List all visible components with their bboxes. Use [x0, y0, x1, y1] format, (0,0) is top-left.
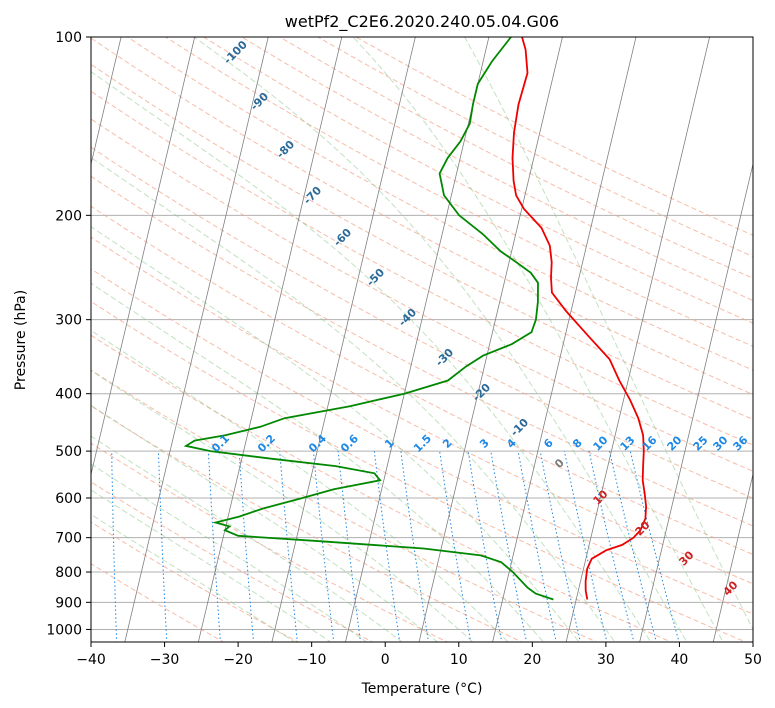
isotherm	[418, 37, 563, 642]
y-tick-label: 200	[55, 208, 82, 224]
dry-adiabat	[91, 481, 374, 642]
dry-adiabat	[202, 37, 753, 324]
dry-adiabat	[91, 369, 598, 642]
isotherm	[271, 37, 416, 642]
temperature-line	[511, 37, 648, 600]
mixing-ratio-line	[312, 451, 335, 642]
moist-adiabat	[91, 369, 474, 642]
dry-adiabat	[91, 63, 753, 421]
y-tick-label: 400	[55, 387, 82, 403]
mixing-ratio-line	[337, 451, 362, 642]
isotherm	[492, 37, 637, 642]
dry-adiabat	[278, 37, 753, 279]
y-tick-label: 300	[55, 313, 82, 329]
x-axis: −40 −30 −20 −10 0 10 20 30 40 50	[76, 642, 762, 668]
isotherm	[565, 37, 710, 642]
y-tick-label: 900	[55, 595, 82, 611]
y-tick-label: 100	[55, 30, 82, 46]
dry-adiabat	[91, 175, 753, 527]
dry-adiabat	[91, 37, 753, 396]
background-lines	[91, 37, 753, 642]
x-tick-label: −30	[150, 652, 180, 668]
isotherm	[91, 37, 196, 477]
profile-lines	[183, 37, 648, 601]
mixing-ratio-line	[563, 451, 608, 642]
dry-adiabat	[91, 521, 300, 642]
x-tick-label: −10	[297, 652, 327, 668]
dry-adiabat	[91, 236, 753, 585]
dry-adiabat	[91, 268, 753, 615]
y-tick-label: 1000	[46, 622, 82, 638]
mixing-ratio-line	[609, 450, 657, 642]
mixing-ratio-line	[439, 451, 472, 642]
y-tick-label: 500	[55, 444, 82, 460]
x-tick-label: 50	[744, 652, 762, 668]
y-tick-label: 700	[55, 531, 82, 547]
mixing-ratio-line	[517, 451, 557, 642]
plot-frame	[90, 36, 754, 643]
x-axis-label: Temperature (°C)	[361, 681, 483, 697]
mixing-ratio-line	[279, 451, 298, 642]
mixing-ratio-line	[373, 451, 401, 642]
moist-adiabat	[91, 226, 580, 642]
moist-adiabat	[464, 37, 753, 631]
mixing-ratio-line	[629, 450, 680, 642]
y-axis: 100 200 300 400 500 600 700 800 900 1000	[46, 30, 91, 638]
moist-adiabat	[91, 156, 616, 642]
dry-adiabat	[91, 205, 753, 555]
mixing-ratio-line	[400, 451, 430, 642]
dry-adiabat	[91, 405, 523, 642]
mixing-ratio-line	[539, 451, 581, 642]
mixing-ratio-line	[111, 451, 118, 642]
isotherm	[712, 472, 753, 642]
moist-adiabat	[352, 37, 724, 642]
mixing-ratio-line	[467, 451, 503, 642]
y-tick-label: 600	[55, 491, 82, 507]
isotherm	[124, 37, 269, 642]
mixing-ratio-line	[588, 450, 635, 642]
mixing-ratio-line	[238, 451, 255, 642]
dry-adiabat	[126, 37, 753, 371]
moist-adiabat	[91, 435, 403, 642]
x-tick-label: 10	[450, 652, 468, 668]
moist-adiabat	[91, 463, 368, 642]
moist-adiabat	[91, 71, 652, 642]
isotherm	[197, 37, 343, 642]
isotherm	[91, 37, 122, 166]
x-tick-label: 20	[523, 652, 541, 668]
mixing-ratio-line	[207, 451, 221, 642]
mixing-ratio-line	[490, 451, 528, 642]
isotherm	[639, 162, 753, 642]
x-tick-label: −20	[223, 652, 253, 668]
mixing-ratio-line	[158, 451, 168, 642]
dry-adiabat	[91, 334, 673, 642]
x-tick-label: 0	[381, 652, 390, 668]
moist-adiabat	[91, 282, 545, 642]
dry-adiabat	[164, 37, 753, 347]
moist-adiabat	[91, 404, 439, 642]
chart-title: wetPf2_C2E6.2020.240.05.04.G06	[285, 12, 559, 32]
x-tick-label: 30	[597, 652, 615, 668]
moist-adiabat	[91, 489, 332, 642]
y-tick-label: 800	[55, 565, 82, 581]
x-tick-label: 40	[671, 652, 689, 668]
dry-adiabat	[91, 300, 747, 642]
dewpoint-line	[183, 37, 554, 601]
x-tick-label: −40	[76, 652, 106, 668]
y-axis-label: Pressure (hPa)	[13, 290, 29, 390]
dry-adiabat	[240, 37, 753, 301]
dry-adiabat	[91, 442, 449, 642]
